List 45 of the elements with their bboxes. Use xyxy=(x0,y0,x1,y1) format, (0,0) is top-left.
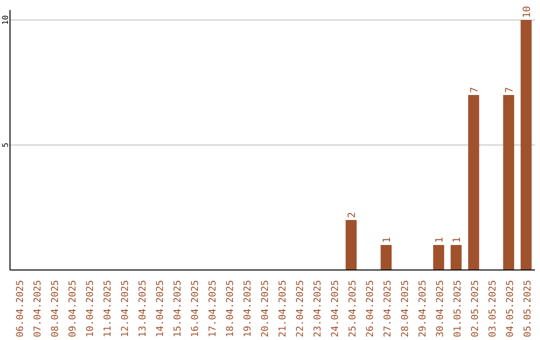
x-tick-label: 03.05.2025 xyxy=(487,280,498,338)
x-tick-label: 12.04.2025 xyxy=(120,280,131,338)
bar xyxy=(450,245,462,270)
x-tick-label: 05.05.2025 xyxy=(522,280,534,338)
bar xyxy=(520,20,532,270)
x-tick-label: 30.04.2025 xyxy=(434,280,446,338)
x-tick-label: 18.04.2025 xyxy=(224,280,236,338)
x-tick-label: 13.04.2025 xyxy=(137,280,148,338)
x-tick-label: 10.04.2025 xyxy=(84,280,96,338)
x-tick-label: 02.05.2025 xyxy=(470,280,481,338)
data-label: 1 xyxy=(452,236,464,243)
x-tick-label: 16.04.2025 xyxy=(190,280,201,338)
x-tick-label: 29.04.2025 xyxy=(417,280,428,338)
x-tick-label: 26.04.2025 xyxy=(364,280,376,338)
bar xyxy=(433,245,444,270)
x-tick-label: 04.05.2025 xyxy=(504,280,516,338)
data-label: 7 xyxy=(470,86,481,93)
y-tick-label: 5 xyxy=(1,142,10,148)
x-tick-label: 28.04.2025 xyxy=(400,280,411,338)
x-tick-label: 21.04.2025 xyxy=(277,280,288,338)
x-tick-label: 27.04.2025 xyxy=(382,280,394,338)
data-label: 2 xyxy=(347,212,358,218)
x-tick-label: 09.04.2025 xyxy=(67,280,78,338)
data-label: 10 xyxy=(522,6,534,18)
x-tick-label: 20.04.2025 xyxy=(260,280,271,338)
x-tick-label: 22.04.2025 xyxy=(294,280,306,338)
x-tick-label: 24.04.2025 xyxy=(330,280,341,338)
x-tick-label: 15.04.2025 xyxy=(172,280,184,338)
x-tick-label: 19.04.2025 xyxy=(242,280,254,338)
x-tick-label: 25.04.2025 xyxy=(347,280,358,338)
data-label: 1 xyxy=(434,236,446,243)
x-tick-label: 11.04.2025 xyxy=(102,280,114,338)
x-tick-label: 06.04.2025 xyxy=(14,280,26,338)
x-tick-label: 08.04.2025 xyxy=(50,280,61,338)
x-tick-label: 01.05.2025 xyxy=(452,280,464,338)
x-tick-label: 07.04.2025 xyxy=(32,280,44,338)
data-label: 1 xyxy=(382,236,394,243)
x-tick-label: 14.04.2025 xyxy=(154,280,166,338)
data-label: 7 xyxy=(504,86,516,93)
x-tick-label: 17.04.2025 xyxy=(207,280,218,338)
bar xyxy=(346,220,357,270)
bar xyxy=(380,245,392,270)
bar xyxy=(503,95,514,270)
bar xyxy=(468,95,480,270)
x-tick-label: 23.04.2025 xyxy=(312,280,324,338)
